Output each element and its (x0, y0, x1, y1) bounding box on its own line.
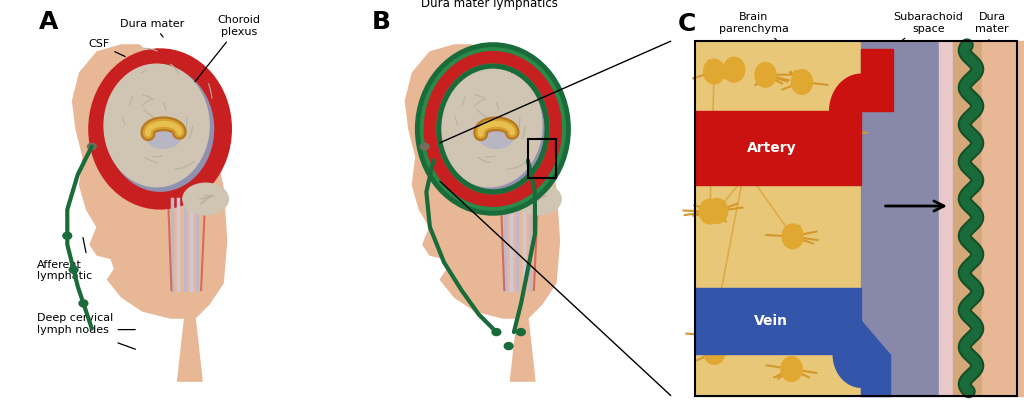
Text: Subarachoid
space: Subarachoid space (894, 12, 964, 40)
Ellipse shape (104, 64, 209, 187)
Polygon shape (73, 45, 226, 381)
Bar (695, 288, 861, 354)
Bar (528, 139, 556, 178)
Text: Choroid
plexus: Choroid plexus (183, 16, 260, 97)
Text: Afferent
lymphatic: Afferent lymphatic (37, 260, 92, 281)
Circle shape (701, 323, 723, 348)
Circle shape (699, 199, 721, 224)
Bar (861, 49, 893, 111)
Circle shape (739, 131, 760, 156)
Text: B: B (372, 10, 391, 34)
Ellipse shape (70, 266, 78, 273)
Bar (861, 41, 939, 396)
Text: Deep cervical
lymph nodes: Deep cervical lymph nodes (37, 313, 114, 335)
Ellipse shape (79, 300, 88, 307)
Ellipse shape (516, 329, 525, 335)
Circle shape (720, 129, 741, 154)
Ellipse shape (479, 124, 514, 148)
Circle shape (737, 160, 759, 185)
Polygon shape (829, 74, 893, 111)
Ellipse shape (99, 59, 221, 199)
Ellipse shape (504, 342, 513, 349)
Text: Brain
parenchyma: Brain parenchyma (719, 12, 788, 40)
Ellipse shape (492, 329, 501, 335)
Ellipse shape (183, 183, 228, 215)
Circle shape (703, 339, 725, 364)
Circle shape (792, 70, 812, 94)
Text: Artery: Artery (746, 141, 797, 155)
Ellipse shape (432, 59, 554, 199)
Circle shape (703, 59, 725, 84)
Circle shape (829, 120, 851, 145)
Bar (939, 41, 953, 396)
Bar (695, 111, 861, 185)
Circle shape (755, 63, 776, 87)
Bar (695, 41, 861, 396)
Circle shape (707, 199, 728, 223)
Ellipse shape (420, 143, 429, 150)
Bar (695, 41, 1017, 396)
Ellipse shape (62, 232, 72, 239)
Text: CSF: CSF (88, 40, 125, 56)
Text: Dura mater lymphatics: Dura mater lymphatics (421, 0, 558, 10)
Ellipse shape (87, 143, 96, 150)
Ellipse shape (146, 124, 181, 148)
Circle shape (782, 224, 803, 249)
Circle shape (781, 357, 802, 382)
Bar (953, 41, 982, 396)
Text: Dura mater: Dura mater (121, 19, 184, 37)
Bar (861, 354, 890, 396)
Polygon shape (834, 321, 890, 387)
Text: C: C (678, 12, 696, 36)
Circle shape (723, 57, 744, 82)
Bar (982, 41, 1024, 396)
Text: Dura
mater: Dura mater (976, 12, 1009, 41)
Ellipse shape (516, 183, 561, 215)
Polygon shape (406, 45, 559, 381)
Text: A: A (39, 10, 58, 34)
Ellipse shape (437, 64, 542, 187)
Text: Vein: Vein (755, 314, 788, 328)
